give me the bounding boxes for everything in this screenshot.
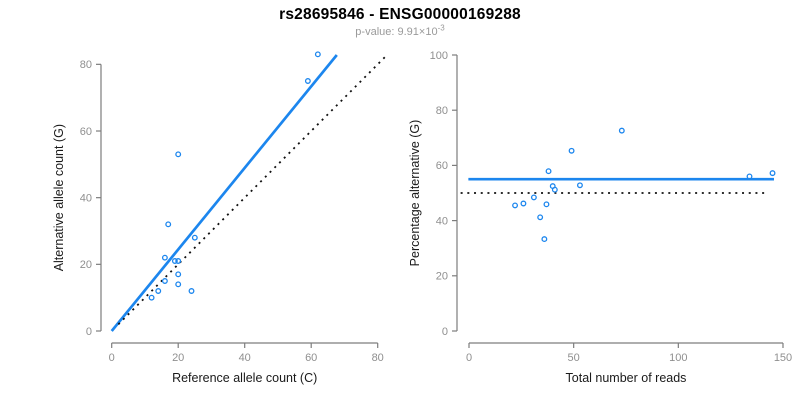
y-tick-label: 40 [436, 215, 448, 227]
data-point [148, 294, 155, 301]
data-point [155, 288, 162, 294]
y-axis-title: Alternative allele count (G) [52, 124, 66, 271]
percentage-vs-reads-scatter: 0 20 40 60 80 100 0 50 100 150 Total number of rea… [408, 50, 792, 385]
data-point [537, 214, 544, 221]
x-tick-label: 150 [774, 352, 792, 364]
data-point [512, 202, 519, 209]
data-point [568, 147, 575, 154]
x-axis-title: Total number of reads [566, 371, 687, 385]
y-tick-label: 20 [80, 259, 92, 271]
y-tick-label: 0 [442, 326, 448, 338]
data-point [175, 271, 182, 278]
x-tick-label: 0 [466, 352, 472, 364]
data-point [161, 254, 168, 261]
data-point [545, 168, 552, 175]
y-tick-label: 60 [80, 126, 92, 138]
data-point [171, 258, 178, 264]
y-tick-label: 100 [430, 50, 448, 62]
x-tick-label: 40 [239, 352, 251, 364]
identity-line [117, 54, 388, 325]
x-tick-label: 100 [669, 352, 687, 364]
allele-counts-scatter: 0 20 40 60 80 0 20 40 60 80 Reference allele count… [52, 51, 388, 385]
data-point [769, 170, 776, 177]
data-point [551, 186, 558, 193]
y-tick-label: 80 [80, 59, 92, 71]
data-point [520, 200, 527, 207]
x-axis-title: Reference allele count (C) [172, 371, 317, 385]
x-tick-label: 0 [109, 352, 115, 364]
y-tick-label: 0 [86, 326, 92, 338]
data-point [541, 236, 548, 243]
data-point [175, 281, 182, 288]
fitted-ratio-line [110, 54, 338, 332]
data-point [165, 221, 172, 228]
data-point [191, 234, 198, 241]
y-tick-label: 80 [436, 105, 448, 117]
y-tick-label: 60 [436, 160, 448, 172]
data-point [576, 182, 583, 189]
data-point [175, 151, 182, 158]
x-tick-label: 50 [568, 352, 580, 364]
x-tick-label: 20 [172, 352, 184, 364]
y-tick-label: 20 [436, 271, 448, 283]
y-tick-label: 40 [80, 192, 92, 204]
x-tick-label: 80 [372, 352, 384, 364]
data-point [746, 173, 753, 180]
data-point [314, 51, 321, 58]
y-axis-title: Percentage alternative (G) [408, 120, 422, 267]
data-point [175, 258, 182, 264]
data-point [188, 288, 195, 294]
data-point [618, 127, 625, 134]
data-point [543, 201, 550, 208]
data-point [161, 278, 168, 284]
x-tick-label: 60 [305, 352, 317, 364]
data-point [304, 78, 311, 84]
data-point [530, 194, 537, 201]
